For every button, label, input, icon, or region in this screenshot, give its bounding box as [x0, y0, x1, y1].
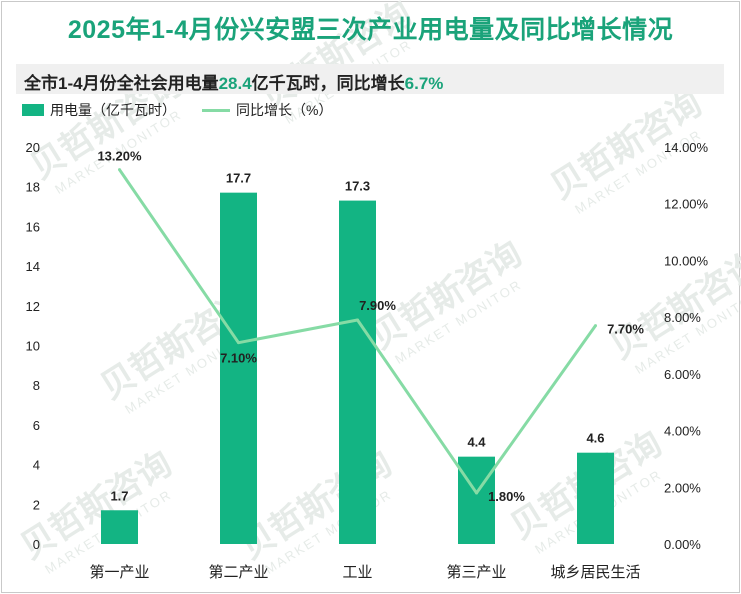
legend-line-swatch	[202, 108, 230, 112]
x-category-label: 工业	[342, 564, 372, 581]
line-point	[237, 341, 240, 345]
line-point	[475, 491, 478, 495]
y-left-tick-label: 2	[33, 497, 40, 512]
y-left-tick-label: 16	[26, 219, 40, 234]
bar-value-label: 17.3	[345, 179, 370, 194]
line-point	[594, 324, 597, 328]
y-right-tick-label: 10.00%	[664, 253, 709, 268]
y-left-tick-label: 20	[26, 140, 40, 155]
y-right-tick-label: 8.00%	[664, 310, 701, 325]
y-left-tick-label: 18	[26, 180, 40, 195]
legend-line-label: 同比增长（%）	[236, 102, 333, 118]
line-point	[356, 318, 359, 322]
legend-bar-swatch	[22, 104, 44, 116]
y-right-tick-label: 14.00%	[664, 140, 709, 155]
y-left-tick-label: 14	[26, 259, 40, 274]
line-value-label: 7.10%	[220, 351, 257, 366]
line-value-label: 7.90%	[359, 298, 396, 313]
bar-value-label: 1.7	[110, 488, 128, 503]
x-category-label: 第三产业	[446, 563, 506, 581]
y-left-tick-label: 10	[26, 339, 40, 354]
line-value-label: 13.20%	[97, 149, 142, 164]
x-category-label: 第二产业	[208, 563, 268, 581]
x-category-label: 城乡居民生活	[550, 564, 640, 581]
line-value-label: 1.80%	[488, 489, 525, 504]
line-value-label: 7.70%	[607, 322, 644, 337]
summary-band	[16, 64, 724, 94]
summary-total: 28.4	[218, 74, 252, 93]
x-category-label: 第一产业	[89, 563, 149, 581]
summary-mid: 亿千瓦时，同比增长	[251, 74, 405, 93]
y-right-tick-label: 4.00%	[664, 424, 701, 439]
bar-value-label: 4.6	[586, 431, 604, 446]
y-left-tick-label: 4	[33, 458, 40, 473]
y-left-tick-label: 0	[33, 537, 40, 552]
bar	[458, 456, 495, 544]
bar-value-label: 4.4	[467, 435, 486, 450]
y-left-tick-label: 12	[26, 299, 40, 314]
y-right-tick-label: 12.00%	[664, 197, 709, 212]
summary-prefix: 全市1-4月份全社会用电量	[24, 74, 219, 93]
y-right-tick-label: 2.00%	[664, 480, 701, 495]
y-right-tick-label: 0.00%	[664, 537, 701, 552]
bar-value-label: 17.7	[226, 171, 251, 186]
bar	[577, 452, 614, 544]
bar	[339, 200, 376, 544]
line-point	[118, 168, 121, 172]
summary-growth: 6.7%	[404, 74, 444, 93]
chart-title: 2025年1-4月份兴安盟三次产业用电量及同比增长情况	[67, 16, 674, 44]
bar	[220, 192, 257, 544]
legend-bar-label: 用电量（亿千瓦时）	[50, 102, 176, 118]
y-left-tick-label: 6	[33, 418, 40, 433]
summary-text: 全市1-4月份全社会用电量28.4亿千瓦时，同比增长6.7%	[24, 69, 443, 94]
legend: 用电量（亿千瓦时） 同比增长（%）	[22, 100, 332, 120]
bar	[101, 510, 138, 544]
y-right-tick-label: 6.00%	[664, 367, 701, 382]
y-left-tick-label: 8	[33, 378, 40, 393]
